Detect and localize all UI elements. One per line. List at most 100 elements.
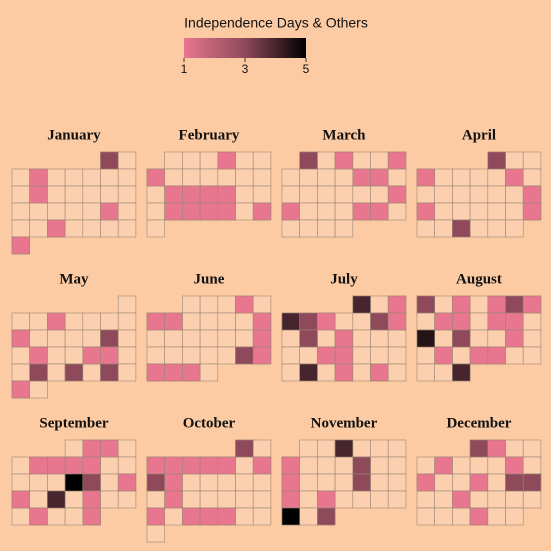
day-cell [252, 185, 272, 204]
event-cell [182, 202, 201, 221]
day-cell [469, 329, 489, 348]
event-cell [452, 219, 471, 238]
event-cell [64, 456, 84, 475]
day-cell [182, 346, 201, 365]
event-cell [217, 185, 236, 204]
event-cell [100, 439, 119, 458]
colorbar [184, 38, 306, 58]
day-cell [164, 151, 183, 170]
day-cell [117, 151, 137, 170]
day-cell [235, 185, 254, 204]
day-cell [416, 312, 436, 331]
day-cell [334, 312, 354, 331]
event-cell [487, 295, 506, 314]
day-cell [82, 185, 101, 204]
day-cell [281, 168, 301, 187]
day-cell [317, 329, 336, 348]
month-title: May [59, 271, 89, 287]
day-cell [164, 346, 183, 365]
day-cell [11, 473, 31, 492]
day-cell [434, 507, 453, 526]
event-cell [281, 456, 301, 475]
event-cell [452, 490, 471, 509]
colorbar-tick-label: 1 [181, 62, 188, 76]
event-cell [334, 346, 354, 365]
event-cell [452, 363, 471, 382]
day-cell [146, 185, 166, 204]
event-cell [29, 507, 48, 526]
event-cell [252, 329, 272, 348]
month-title: October [183, 415, 236, 431]
day-cell [11, 363, 31, 382]
event-cell [352, 168, 371, 187]
event-cell [387, 151, 407, 170]
event-cell [370, 202, 389, 221]
event-cell [469, 346, 489, 365]
event-cell [146, 456, 166, 475]
day-cell [281, 329, 301, 348]
month-grid [281, 151, 407, 238]
event-cell [217, 151, 236, 170]
day-cell [299, 473, 318, 492]
day-cell [235, 202, 254, 221]
day-cell [100, 312, 119, 331]
event-cell [199, 185, 219, 204]
day-cell [416, 490, 436, 509]
event-cell [505, 312, 524, 331]
event-cell [11, 236, 31, 255]
event-cell [217, 507, 236, 526]
event-cell [299, 312, 318, 331]
day-cell [299, 202, 318, 221]
day-cell [505, 439, 524, 458]
day-cell [434, 329, 453, 348]
event-cell [352, 295, 371, 314]
day-cell [47, 346, 66, 365]
day-cell [100, 456, 119, 475]
month-grid [416, 295, 542, 382]
day-cell [11, 346, 31, 365]
month-title: September [39, 415, 108, 431]
day-cell [370, 490, 389, 509]
day-cell [387, 363, 407, 382]
event-cell [352, 202, 371, 221]
event-cell [416, 295, 436, 314]
day-cell [182, 168, 201, 187]
day-cell [317, 151, 336, 170]
day-cell [416, 219, 436, 238]
event-cell [505, 168, 524, 187]
event-cell [11, 490, 31, 509]
event-cell [100, 363, 119, 382]
event-cell [164, 473, 183, 492]
day-cell [117, 168, 137, 187]
day-cell [370, 473, 389, 492]
day-cell [352, 346, 371, 365]
day-cell [299, 346, 318, 365]
day-cell [164, 507, 183, 526]
day-cell [199, 490, 219, 509]
day-cell [47, 507, 66, 526]
day-cell [281, 185, 301, 204]
event-cell [182, 363, 201, 382]
day-cell [117, 363, 137, 382]
day-cell [217, 346, 236, 365]
day-cell [334, 490, 354, 509]
day-cell [11, 185, 31, 204]
day-cell [387, 202, 407, 221]
day-cell [117, 329, 137, 348]
day-cell [317, 202, 336, 221]
event-cell [82, 456, 101, 475]
event-cell [252, 312, 272, 331]
day-cell [235, 490, 254, 509]
day-cell [146, 490, 166, 509]
day-cell [182, 295, 201, 314]
event-cell [452, 329, 471, 348]
day-cell [416, 456, 436, 475]
day-cell [182, 329, 201, 348]
event-cell [11, 380, 31, 399]
event-cell [146, 168, 166, 187]
event-cell [146, 312, 166, 331]
day-cell [487, 329, 506, 348]
day-cell [199, 168, 219, 187]
event-cell [387, 312, 407, 331]
event-cell [182, 456, 201, 475]
